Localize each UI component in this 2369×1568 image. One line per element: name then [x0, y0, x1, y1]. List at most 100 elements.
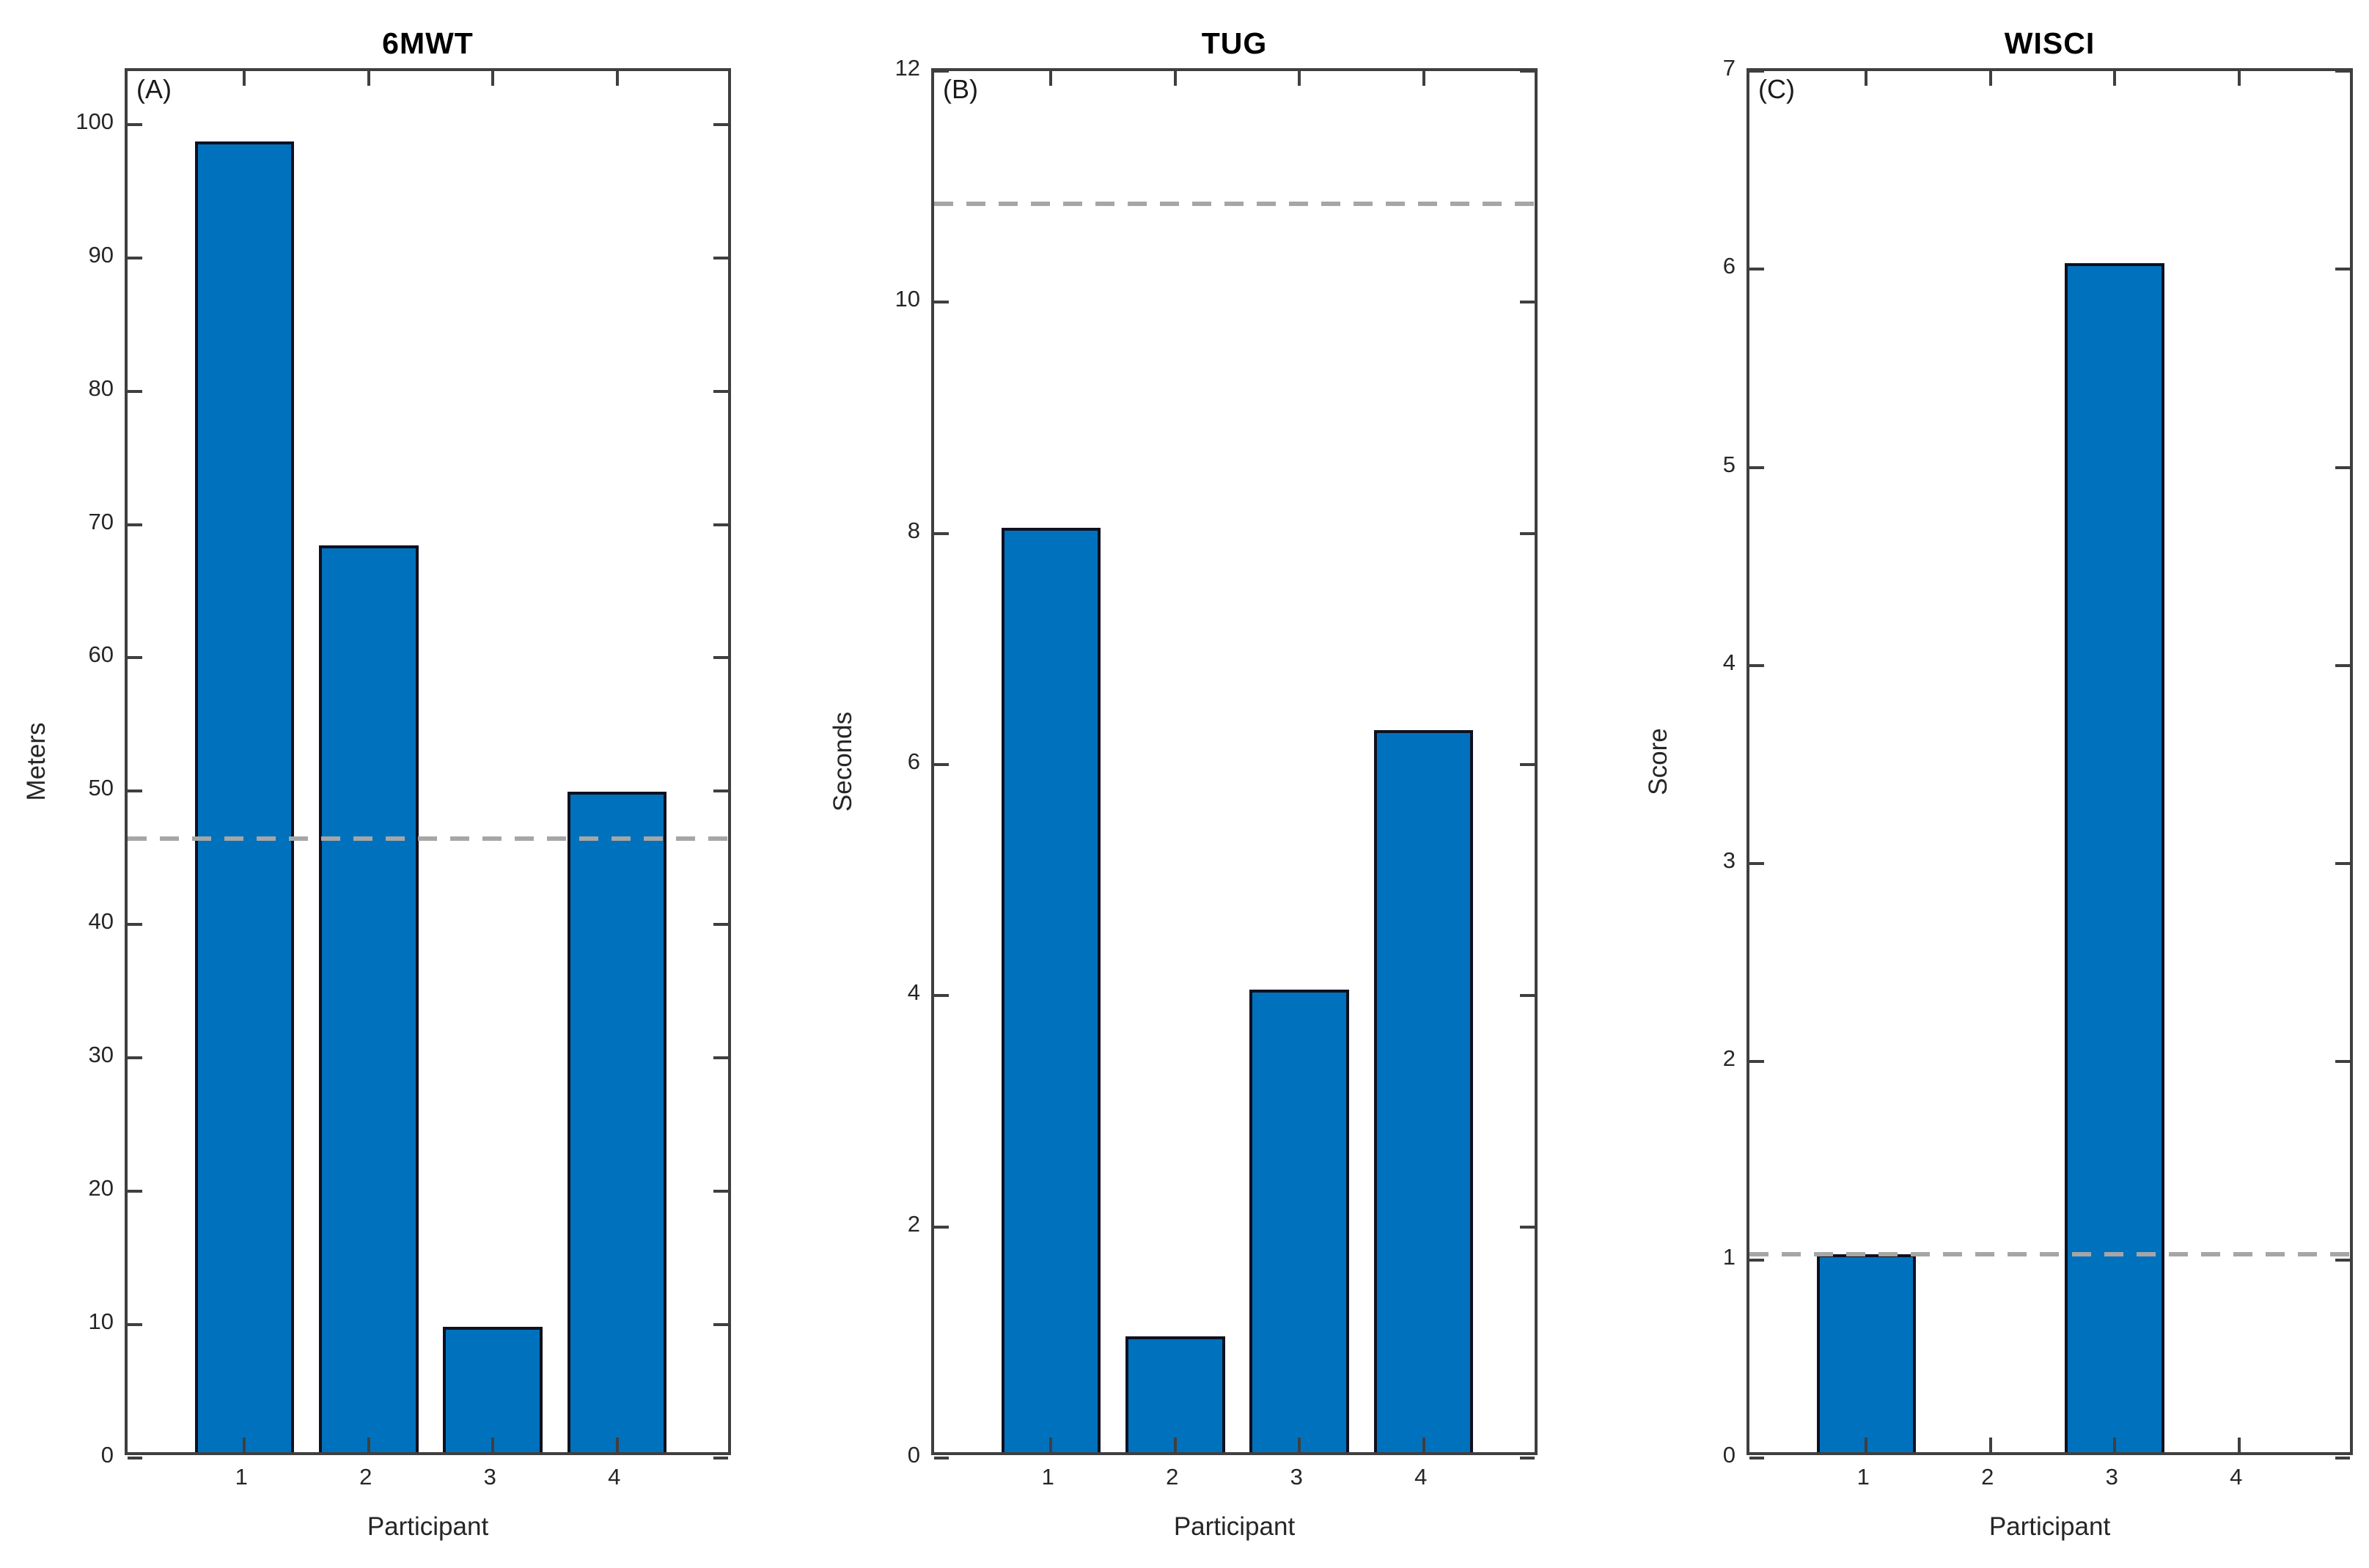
x-tick-mark: [1298, 1438, 1301, 1452]
x-tick-mark: [1865, 71, 1868, 86]
y-tick-mark: [934, 1225, 949, 1229]
y-tick-mark: [2335, 268, 2350, 271]
y-tick-mark: [1520, 994, 1535, 998]
y-tick-label: 4: [1722, 649, 1736, 675]
y-tick-label: 50: [88, 775, 114, 801]
x-axis-label: Participant: [1173, 1512, 1296, 1541]
y-tick-mark: [2335, 1060, 2350, 1064]
y-tick-mark: [128, 523, 142, 526]
y-tick-mark: [2335, 1258, 2350, 1262]
y-tick-mark: [128, 389, 142, 393]
y-tick-label: 70: [88, 508, 114, 534]
y-tick-mark: [2335, 862, 2350, 866]
plot-area: (C): [1747, 68, 2353, 1460]
y-tick-mark: [1749, 268, 1764, 271]
bar-participant-3: [1249, 990, 1349, 1452]
x-tick-mark: [367, 1438, 370, 1452]
y-tick-mark: [1749, 465, 1764, 469]
y-tick-label: 7: [1722, 55, 1736, 81]
y-tick-mark: [128, 656, 142, 660]
x-tick-mark: [2113, 71, 2117, 86]
y-tick-mark: [1749, 663, 1764, 667]
y-tick-label: 2: [1722, 1045, 1736, 1072]
reference-dashed-line: [1749, 1251, 2350, 1256]
x-tick-mark: [1049, 1438, 1053, 1452]
x-tick-mark: [2237, 71, 2241, 86]
bar-participant-3: [443, 1327, 543, 1452]
y-tick-mark: [713, 122, 728, 126]
y-tick-mark: [128, 1190, 142, 1193]
y-tick-label: 0: [100, 1442, 114, 1468]
y-tick-mark: [1749, 1060, 1764, 1064]
y-tick-label: 6: [907, 748, 920, 774]
panel-letter: (A): [136, 74, 172, 104]
y-tick-mark: [934, 763, 949, 766]
y-tick-label: 10: [88, 1308, 114, 1335]
y-tick-mark: [934, 531, 949, 535]
y-tick-mark: [2335, 1457, 2350, 1460]
y-tick-label: 1: [1722, 1243, 1736, 1270]
y-tick-label: 8: [907, 517, 920, 543]
x-tick-mark: [491, 71, 495, 86]
reference-dashed-line: [934, 202, 1535, 207]
x-tick-mark: [1988, 1438, 1992, 1452]
reference-dashed-line: [128, 836, 728, 842]
x-tick-mark: [1173, 1438, 1177, 1452]
x-tick-label: 2: [1981, 1464, 1994, 1490]
x-tick-mark: [615, 1438, 619, 1452]
y-tick-mark: [128, 789, 142, 793]
y-tick-mark: [1520, 70, 1535, 73]
x-axis-label: Participant: [1988, 1512, 2111, 1541]
y-tick-label: 0: [907, 1442, 920, 1468]
panel-title: TUG: [1201, 26, 1268, 61]
y-tick-label: 80: [88, 375, 114, 401]
y-tick-label: 5: [1722, 451, 1736, 477]
bar-participant-4: [1373, 729, 1474, 1452]
y-tick-mark: [713, 1457, 728, 1460]
x-tick-label: 1: [235, 1464, 248, 1490]
y-tick-mark: [1749, 70, 1764, 73]
y-tick-mark: [2335, 465, 2350, 469]
bar-participant-1: [1816, 1254, 1917, 1452]
y-tick-mark: [713, 523, 728, 526]
x-tick-label: 4: [2230, 1464, 2243, 1490]
x-tick-mark: [615, 71, 619, 86]
y-tick-label: 0: [1722, 1442, 1736, 1468]
y-tick-label: 90: [88, 241, 114, 268]
y-tick-label: 30: [88, 1042, 114, 1068]
y-tick-mark: [713, 1056, 728, 1060]
bar-participant-2: [1125, 1336, 1225, 1452]
y-tick-mark: [128, 923, 142, 927]
x-tick-mark: [1988, 71, 1992, 86]
bar-participant-1: [1001, 527, 1101, 1452]
x-tick-label: 4: [608, 1464, 621, 1490]
bar-participant-3: [2065, 263, 2164, 1452]
y-tick-mark: [934, 301, 949, 304]
y-tick-mark: [934, 70, 949, 73]
x-tick-label: 2: [359, 1464, 372, 1490]
panel-letter: (C): [1758, 74, 1795, 104]
y-tick-mark: [128, 256, 142, 260]
x-tick-label: 1: [1856, 1464, 1870, 1490]
y-tick-mark: [713, 256, 728, 260]
x-axis-label: Participant: [367, 1512, 489, 1541]
y-tick-label: 60: [88, 641, 114, 668]
y-tick-label: 4: [907, 979, 920, 1006]
panel-title: WISCI: [2004, 26, 2096, 61]
y-tick-mark: [128, 1457, 142, 1460]
y-tick-mark: [934, 994, 949, 998]
x-tick-mark: [1422, 1438, 1425, 1452]
y-tick-label: 20: [88, 1175, 114, 1201]
y-tick-mark: [713, 789, 728, 793]
bar-participant-2: [318, 545, 419, 1452]
plot-area: (A): [125, 68, 731, 1460]
y-tick-mark: [1520, 531, 1535, 535]
y-tick-mark: [1749, 1457, 1764, 1460]
y-tick-mark: [1749, 862, 1764, 866]
y-tick-mark: [1520, 301, 1535, 304]
y-tick-label: 40: [88, 908, 114, 935]
x-tick-label: 1: [1041, 1464, 1054, 1490]
y-tick-label: 10: [895, 286, 920, 312]
x-tick-mark: [2113, 1438, 2117, 1452]
